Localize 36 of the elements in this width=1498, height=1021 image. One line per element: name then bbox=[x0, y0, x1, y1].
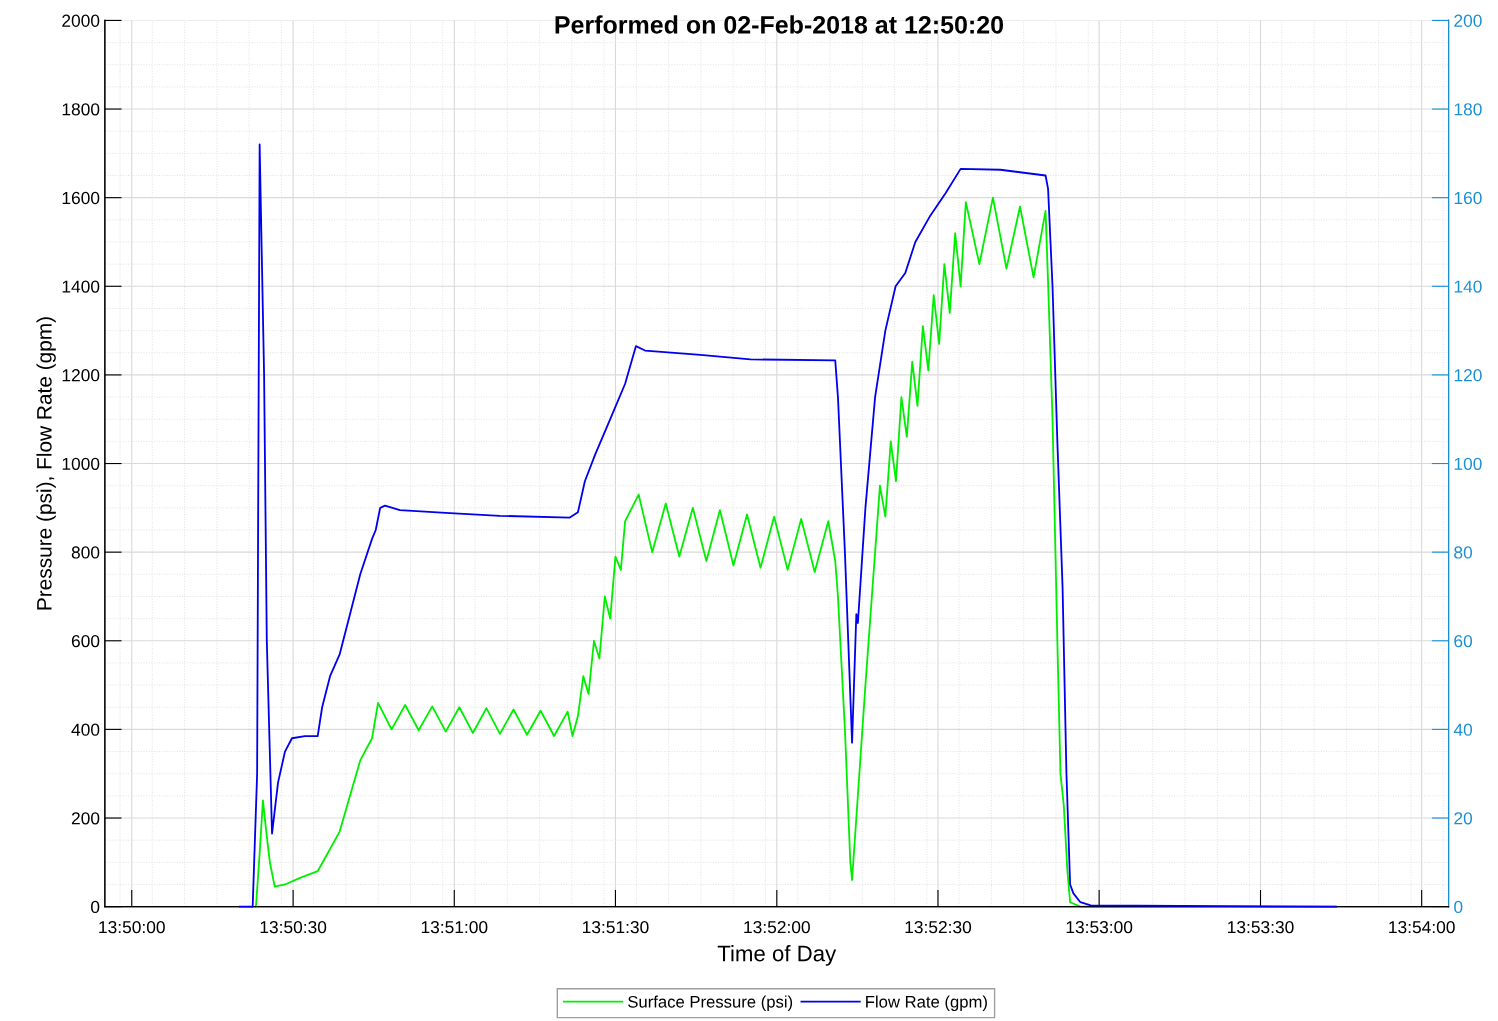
legend-label: Surface Pressure (psi) bbox=[628, 995, 793, 1011]
y-axis-title: Pressure (psi), Flow Rate (gpm) bbox=[36, 317, 56, 610]
y2-tick-label: 180 bbox=[1454, 103, 1482, 116]
y2-tick-label: 20 bbox=[1454, 812, 1473, 825]
y-tick-label: 2000 bbox=[62, 14, 100, 27]
x-tick-label: 13:53:30 bbox=[1228, 921, 1294, 934]
y-tick-label: 1800 bbox=[62, 103, 100, 116]
y-tick-label: 200 bbox=[71, 812, 100, 825]
x-tick-label: 13:50:30 bbox=[260, 921, 327, 934]
x-axis-title: Time of Day bbox=[717, 945, 837, 966]
x-tick-label: 13:50:00 bbox=[99, 921, 165, 934]
y2-tick-label: 0 bbox=[1454, 900, 1463, 914]
y2-tick-label: 140 bbox=[1454, 280, 1482, 293]
y-tick-label: 0 bbox=[91, 900, 100, 914]
y-tick-label: 800 bbox=[71, 546, 100, 559]
y-tick-label: 400 bbox=[71, 723, 100, 736]
x-tick-label: 13:54:00 bbox=[1389, 921, 1455, 934]
x-tick-label: 13:52:00 bbox=[744, 921, 810, 934]
y2-tick-label: 120 bbox=[1454, 369, 1482, 382]
chart-title: Performed on 02-Feb-2018 at 12:50:20 bbox=[555, 15, 1004, 34]
y2-tick-label: 200 bbox=[1454, 14, 1482, 27]
x-tick-label: 13:53:00 bbox=[1066, 921, 1133, 934]
y-tick-label: 1000 bbox=[62, 457, 100, 470]
y2-tick-label: 40 bbox=[1453, 723, 1473, 736]
y2-tick-label: 80 bbox=[1454, 546, 1473, 559]
y2-tick-label: 160 bbox=[1454, 191, 1482, 205]
y2-tick-label: 60 bbox=[1454, 634, 1473, 648]
x-tick-label: 13:52:30 bbox=[905, 921, 972, 934]
x-tick-label: 13:51:00 bbox=[421, 921, 488, 934]
y2-tick-label: 100 bbox=[1454, 457, 1482, 470]
y-tick-label: 1600 bbox=[62, 191, 100, 205]
y-tick-label: 600 bbox=[71, 634, 100, 648]
legend-label: Flow Rate (gpm) bbox=[866, 995, 987, 1011]
y-tick-label: 1400 bbox=[62, 280, 100, 293]
y-tick-label: 1200 bbox=[62, 369, 100, 382]
x-tick-label: 13:51:30 bbox=[582, 921, 649, 934]
